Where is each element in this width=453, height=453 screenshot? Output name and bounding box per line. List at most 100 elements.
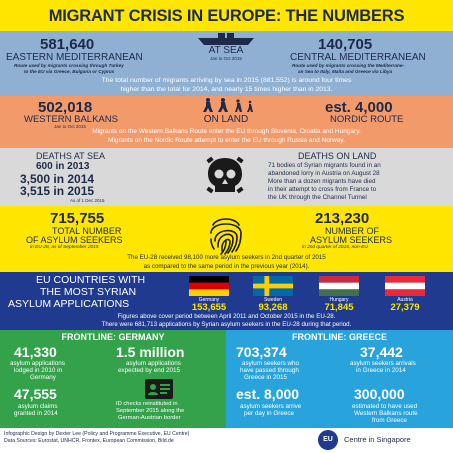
eastern-med-name: EASTERN MEDITERRANEAN (6, 52, 143, 63)
syrian-section: EU COUNTRIES WITH THE MOST SYRIAN ASYLUM… (0, 272, 453, 330)
land-line-2: Migrants on the Nordic Route attempt to … (108, 137, 345, 144)
greece-section: FRONTLINE: GREECE 703,374 asylum seekers… (226, 330, 453, 428)
sea-total-line-2: higher than the total for 2014, and near… (120, 86, 333, 93)
deaths-2015: 3,515 in 2015 (20, 184, 95, 198)
central-med-name: CENTRAL MEDITERRANEAN (290, 52, 426, 63)
asylum-footer-1: The EU-28 received 98,100 more asylum se… (127, 254, 326, 261)
country-germany-value: 153,655 (191, 302, 227, 313)
greece-label-1a: asylum seekers who (242, 360, 300, 367)
balkans-dates: Jan to Oct 2015 (54, 124, 86, 129)
central-med-value: 140,705 (318, 36, 373, 53)
eu-logo-text: EU (323, 436, 333, 443)
germany-flag-icon (189, 276, 229, 296)
eu-logo: EU (318, 430, 338, 450)
syrian-asylum-label-1: NUMBER OF (325, 226, 379, 236)
country-austria-name: Austria (397, 297, 413, 303)
deaths-section: DEATHS AT SEA 600 in 2013 3,500 in 2014 … (0, 148, 453, 206)
sea-section: AT SEA Jan to Oct 2015 581,640 EASTERN M… (0, 31, 453, 96)
asylum-total-value: 715,755 (50, 210, 105, 227)
country-hungary-name: Hungary (329, 297, 349, 303)
greece-label-2b: in Greece in 2014 (356, 367, 406, 374)
germany-value-3: 47,555 (14, 386, 57, 402)
syrian-note-2: There were 681,713 applications by Syria… (101, 321, 352, 328)
greece-label-1b: have passed through (240, 367, 299, 374)
balkans-value: 502,018 (38, 99, 93, 116)
header-band: MIGRANT CRISIS IN EUROPE: THE NUMBERS (0, 0, 453, 31)
greece-label-1c: Greece in 2015 (244, 374, 288, 381)
page-title: MIGRANT CRISIS IN EUROPE: THE NUMBERS (48, 7, 405, 25)
deaths-as-of: As of 1 Dec 2015 (70, 198, 105, 203)
syrian-asylum-label-2: ASYLUM SEEKERS (310, 235, 393, 245)
deaths-sea-label: DEATHS AT SEA (36, 151, 106, 161)
deaths-2014: 3,500 in 2014 (20, 172, 95, 186)
syrian-title-3: ASYLUM APPLICATIONS (8, 298, 130, 310)
germany-label-4a: ID checks reinstituted in (116, 401, 178, 407)
sea-dates: Jan to Oct 2015 (210, 56, 242, 61)
germany-label-3a: asylum claims (18, 403, 58, 410)
germany-label-2a: asylum applications (126, 360, 181, 367)
land-label: ON LAND (203, 114, 249, 125)
greece-value-3: est. 8,000 (236, 386, 300, 402)
germany-label-1b: lodged in 2010 in (14, 367, 62, 374)
asylum-total-label-2: OF ASYLUM SEEKERS (26, 235, 123, 245)
germany-label-4b: September 2015 along the (116, 408, 185, 414)
germany-label-4c: German-Austrian border (118, 415, 181, 421)
country-sweden-name: Sweden (263, 297, 283, 303)
eastern-med-desc-2: to the EU via Greece, Bulgaria or Cyprus (24, 69, 115, 74)
asylum-footer-2: as compared to the same period in the pr… (143, 263, 310, 270)
data-sources: Data Sources: Eurostat, UNHCR, Frontex, … (4, 438, 174, 444)
austria-flag-icon (385, 276, 425, 296)
balkans-name: WESTERN BALKANS (24, 114, 118, 125)
eu-centre-name: Centre in Singapore (344, 435, 411, 444)
skull-icon (206, 156, 244, 194)
deaths-land-line-1: 71 bodies of Syrian migrants found in an (268, 162, 381, 169)
greece-label-3b: per day in Greece (244, 410, 295, 417)
design-credit: Infographic Design by Dexter Lee (Policy… (4, 431, 190, 437)
eastern-med-value: 581,640 (40, 36, 95, 53)
syrian-title-1: EU COUNTRIES WITH (36, 274, 146, 286)
sea-total-line-1: The total number of migrants arriving by… (101, 77, 352, 84)
germany-title: FRONTLINE: GERMANY (61, 332, 165, 342)
greece-label-3a: asylum seekers arrive (240, 403, 302, 410)
greece-value-2: 37,442 (360, 344, 403, 360)
ship-icon (198, 33, 254, 45)
germany-label-3b: granted in 2014 (14, 410, 58, 417)
syrian-asylum-value: 213,230 (315, 210, 370, 227)
central-med-desc-2: an Sea to Italy, Malta and Greece via Li… (298, 69, 393, 74)
asylum-total-sub: in EU-28, as of September 2015 (30, 245, 99, 250)
country-sweden-value: 93,268 (258, 302, 288, 313)
sea-label: AT SEA (208, 45, 244, 56)
greece-label-4a: estimated to have used (352, 403, 418, 410)
hungary-flag-icon (319, 276, 359, 296)
germany-value-2: 1.5 million (116, 344, 185, 360)
germany-label-1c: Germany (30, 374, 56, 381)
syrian-note-1: Figures above cover period between April… (117, 313, 336, 320)
deaths-2013: 600 in 2013 (36, 161, 90, 172)
deaths-land-line-3: More than a dozen migrants have died (268, 178, 376, 185)
country-austria-value: 27,379 (390, 302, 420, 313)
greece-label-2a: asylum seekers arrivals (350, 360, 416, 367)
deaths-land-line-4: in their attempt to cross from France to (268, 186, 377, 193)
germany-label-1a: asylum applications (10, 360, 65, 367)
nordic-name: NORDIC ROUTE (330, 114, 404, 125)
asylum-total-label-1: TOTAL NUMBER (52, 226, 122, 236)
germany-value-1: 41,330 (14, 344, 57, 360)
land-line-1: Migrants on the Western Balkans Route en… (92, 128, 361, 135)
greece-value-1: 703,374 (236, 344, 287, 360)
eastern-med-desc-1: Route used by migrants crossing through … (14, 63, 124, 68)
deaths-land-label: DEATHS ON LAND (298, 151, 377, 161)
deaths-land-line-2: abandoned lorry in Austria on August 28 (268, 170, 380, 177)
asylum-section: 715,755 TOTAL NUMBER OF ASYLUM SEEKERS i… (0, 206, 453, 272)
footer: Infographic Design by Dexter Lee (Policy… (0, 428, 453, 453)
germany-section: FRONTLINE: GERMANY 41,330 asylum applica… (0, 330, 226, 428)
greece-label-4b: Western Balkans route (354, 410, 418, 417)
nordic-value: est. 4,000 (325, 99, 393, 116)
country-hungary-value: 71,845 (324, 302, 354, 313)
greece-value-4: 300,000 (354, 386, 405, 402)
central-med-desc-1: Route used by migrants crossing the Medi… (292, 63, 405, 68)
land-section: ON LAND 502,018 WESTERN BALKANS Jan to O… (0, 96, 453, 148)
id-card-icon (145, 379, 173, 399)
deaths-land-line-5: the UK through the Channel Tunnel (268, 194, 367, 201)
syrian-asylum-sub: in 2nd quarter of 2015, non-EU (302, 245, 368, 250)
